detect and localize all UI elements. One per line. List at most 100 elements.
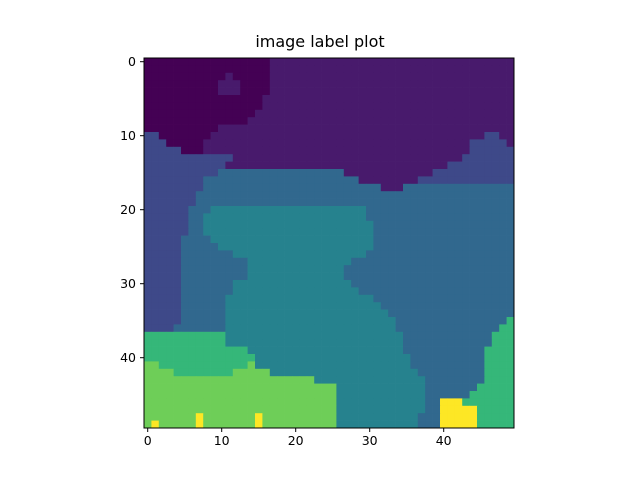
heatmap-cell bbox=[299, 72, 308, 81]
heatmap-cell bbox=[388, 346, 396, 355]
heatmap-cell bbox=[166, 72, 174, 81]
heatmap-cell bbox=[188, 420, 197, 429]
heatmap-cell bbox=[499, 65, 507, 74]
heatmap-cell bbox=[203, 317, 211, 325]
heatmap-cell bbox=[380, 146, 389, 155]
heatmap-cell bbox=[343, 398, 352, 407]
heatmap-cell bbox=[299, 146, 308, 155]
heatmap-cell bbox=[306, 331, 315, 340]
heatmap-cell bbox=[454, 243, 463, 251]
heatmap-cell bbox=[410, 339, 419, 347]
heatmap-cell bbox=[417, 154, 426, 162]
heatmap-cell bbox=[358, 58, 367, 66]
heatmap-cell bbox=[373, 272, 382, 281]
heatmap-cell bbox=[410, 154, 419, 162]
heatmap-cell bbox=[225, 161, 234, 170]
heatmap-cell bbox=[477, 235, 485, 244]
heatmap-cell bbox=[440, 191, 448, 199]
heatmap-cell bbox=[432, 413, 441, 421]
heatmap-cell bbox=[410, 109, 419, 118]
heatmap-cell bbox=[314, 169, 322, 177]
heatmap-cell bbox=[188, 391, 197, 399]
heatmap-cell bbox=[343, 154, 352, 162]
heatmap-cell bbox=[403, 146, 411, 155]
heatmap-cell bbox=[240, 132, 248, 140]
heatmap-cell bbox=[225, 265, 234, 273]
heatmap-cell bbox=[432, 391, 441, 399]
heatmap-cell bbox=[203, 146, 211, 155]
heatmap-cell bbox=[225, 213, 234, 222]
heatmap-cell bbox=[395, 265, 404, 273]
heatmap-cell bbox=[255, 109, 263, 118]
heatmap-cell bbox=[499, 161, 507, 170]
heatmap-cell bbox=[447, 294, 456, 303]
heatmap-cell bbox=[351, 169, 359, 177]
heatmap-cell bbox=[388, 161, 396, 170]
heatmap-cell bbox=[188, 109, 197, 118]
heatmap-cell bbox=[484, 124, 493, 133]
heatmap-cell bbox=[373, 243, 382, 251]
heatmap-cell bbox=[440, 139, 448, 148]
heatmap-cell bbox=[203, 361, 211, 370]
heatmap-cell bbox=[395, 72, 404, 81]
heatmap-cell bbox=[336, 95, 345, 103]
heatmap-cell bbox=[469, 368, 478, 377]
heatmap-cell bbox=[218, 95, 226, 103]
heatmap-cell bbox=[447, 124, 456, 133]
heatmap-cell bbox=[432, 235, 441, 244]
heatmap-cell bbox=[144, 87, 152, 96]
heatmap-cell bbox=[469, 317, 478, 325]
heatmap-cell bbox=[329, 413, 337, 421]
heatmap-cell bbox=[247, 346, 256, 355]
heatmap-cell bbox=[284, 102, 293, 111]
heatmap-cell bbox=[380, 198, 389, 207]
heatmap-cell bbox=[225, 132, 234, 140]
heatmap-cell bbox=[410, 294, 419, 303]
heatmap-cell bbox=[506, 176, 515, 185]
heatmap-cell bbox=[255, 391, 263, 399]
heatmap-cell bbox=[432, 383, 441, 392]
heatmap-cell bbox=[173, 391, 182, 399]
heatmap-cell bbox=[447, 117, 456, 125]
heatmap-cell bbox=[203, 265, 211, 273]
heatmap-cell bbox=[306, 391, 315, 399]
heatmap-cell bbox=[181, 235, 189, 244]
heatmap-cell bbox=[292, 309, 300, 318]
heatmap-cell bbox=[447, 257, 456, 266]
heatmap-cell bbox=[158, 132, 167, 140]
heatmap-cell bbox=[232, 65, 241, 74]
heatmap-cell bbox=[144, 102, 152, 111]
heatmap-cell bbox=[388, 176, 396, 185]
heatmap-cell bbox=[336, 257, 345, 266]
heatmap-cell bbox=[306, 280, 315, 288]
heatmap-cell bbox=[447, 102, 456, 111]
heatmap-cell bbox=[166, 376, 174, 384]
heatmap-cell bbox=[166, 139, 174, 148]
heatmap-cell bbox=[462, 206, 470, 214]
heatmap-cell bbox=[225, 65, 234, 74]
heatmap-cell bbox=[195, 294, 204, 303]
heatmap-cell bbox=[232, 80, 241, 88]
heatmap-cell bbox=[454, 361, 463, 370]
heatmap-cell bbox=[469, 124, 478, 133]
heatmap-cell bbox=[203, 124, 211, 133]
heatmap-cell bbox=[173, 191, 182, 199]
heatmap-cell bbox=[425, 243, 433, 251]
heatmap-cell bbox=[255, 280, 263, 288]
heatmap-cell bbox=[225, 324, 234, 333]
heatmap-cell bbox=[395, 368, 404, 377]
heatmap-cell bbox=[440, 376, 448, 384]
heatmap-cell bbox=[299, 339, 308, 347]
heatmap-cell bbox=[491, 117, 500, 125]
heatmap-cell bbox=[484, 324, 493, 333]
heatmap-cell bbox=[262, 87, 271, 96]
heatmap-cell bbox=[343, 109, 352, 118]
heatmap-cell bbox=[144, 213, 152, 222]
heatmap-cell bbox=[262, 176, 271, 185]
heatmap-cell bbox=[395, 287, 404, 296]
heatmap-cell bbox=[358, 302, 367, 310]
heatmap-cell bbox=[432, 154, 441, 162]
heatmap-cell bbox=[181, 376, 189, 384]
heatmap-cell bbox=[232, 139, 241, 148]
